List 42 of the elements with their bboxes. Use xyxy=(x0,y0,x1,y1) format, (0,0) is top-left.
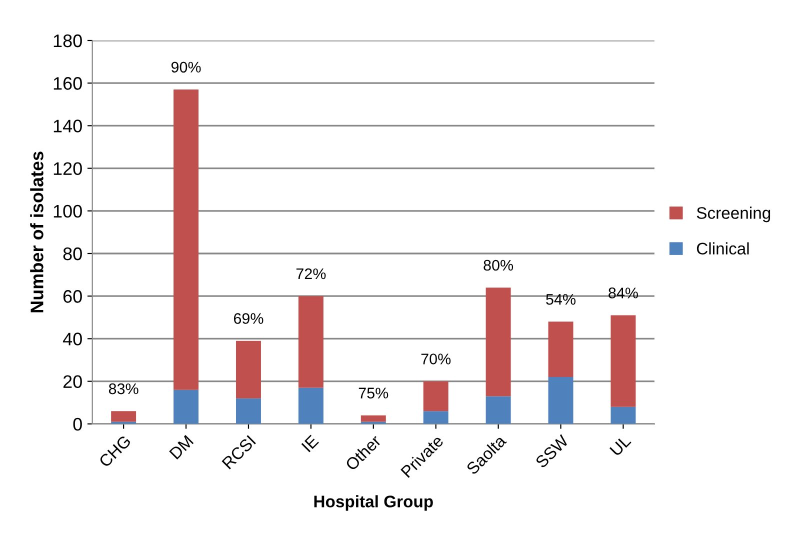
y-tick-label: 140 xyxy=(54,120,82,132)
bar xyxy=(360,415,386,422)
bar xyxy=(486,288,511,396)
bar xyxy=(486,396,511,424)
bar xyxy=(610,315,636,407)
annotation: 83% xyxy=(108,383,138,394)
x-tick-label: UL xyxy=(609,434,632,456)
x-tick-label: IE xyxy=(301,434,319,452)
y-tick-label: 40 xyxy=(62,332,82,346)
annotation: 80% xyxy=(484,260,514,271)
bar xyxy=(423,381,448,412)
y-tick-label: 180 xyxy=(54,34,82,48)
x-tick-label: DM xyxy=(169,435,194,460)
annotation: 84% xyxy=(608,288,638,298)
bar xyxy=(298,388,324,424)
bar xyxy=(236,398,261,424)
annotation: 75% xyxy=(358,388,388,398)
y-tick-label: 0 xyxy=(73,418,82,431)
bar xyxy=(423,411,448,424)
annotation: 90% xyxy=(171,62,201,73)
bar xyxy=(236,340,261,398)
legend-label: Clinical xyxy=(696,242,749,255)
bar xyxy=(298,296,324,388)
annotation: 72% xyxy=(296,268,326,280)
y-tick-label: 80 xyxy=(63,247,82,260)
bar xyxy=(111,411,136,422)
y-axis-title: Number of isolates xyxy=(30,152,44,312)
y-tick-label: 100 xyxy=(54,204,82,218)
bar xyxy=(174,89,199,390)
bar xyxy=(548,322,574,378)
annotation: 69% xyxy=(234,313,264,324)
legend-label: Screening xyxy=(696,206,770,222)
y-tick-label: 120 xyxy=(54,162,82,176)
bar xyxy=(174,390,199,424)
y-tick-label: 160 xyxy=(54,77,82,90)
annotation: 54% xyxy=(546,294,576,305)
x-axis-title: Hospital Group xyxy=(314,495,433,511)
y-tick-label: 60 xyxy=(63,290,82,303)
annotation: 70% xyxy=(421,354,451,364)
bar xyxy=(610,406,636,424)
y-tick-label: 20 xyxy=(63,375,82,388)
bar xyxy=(548,377,574,424)
